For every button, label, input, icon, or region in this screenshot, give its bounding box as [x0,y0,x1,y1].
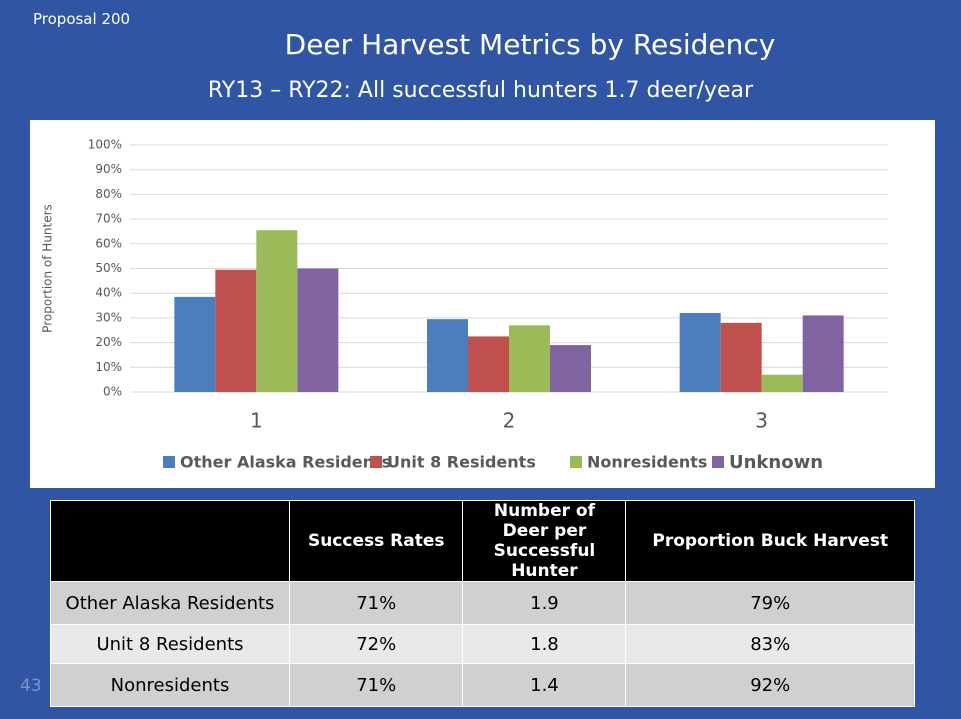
bar [215,269,257,392]
slide-subtitle: RY13 – RY22: All successful hunters 1.7 … [207,78,754,103]
y-tick-label: 100% [88,138,122,152]
y-tick-label: 40% [95,286,122,300]
legend-swatch [370,456,382,468]
page-number: 43 [20,676,42,696]
table-cell: 72% [288,624,464,664]
header-cell: Success Rates [288,500,464,582]
bar [468,336,509,392]
table-cell: Unit 8 Residents [50,624,290,664]
legend-label: Nonresidents [587,453,707,472]
bar [509,325,550,392]
x-tick-label: 3 [755,409,768,433]
table-cell: 71% [288,663,464,707]
bar [174,296,216,392]
table-cell: Other Alaska Residents [50,581,290,625]
y-tick-label: 10% [95,360,122,374]
y-tick-label: 90% [95,162,122,176]
proposal-label: Proposal 200 [33,10,131,28]
table-row: Nonresidents 71% 1.4 92% [50,663,915,707]
table-cell: 1.8 [462,624,627,664]
slide-title: Deer Harvest Metrics by Residency [284,28,776,61]
legend-swatch [712,456,724,468]
y-tick-label: 70% [95,212,122,226]
legend-label: Other Alaska Residents [180,453,391,472]
bar [256,230,298,392]
y-axis-label: Proportion of Hunters [41,204,55,333]
table-cell: 1.4 [462,663,627,707]
header-cell: Number of Deer per Successful Hunter [462,500,627,582]
legend-swatch [163,456,175,468]
header-cell [50,500,290,582]
y-tick-label: 50% [95,261,122,275]
table-cell: 1.9 [462,581,627,625]
table-row: Other Alaska Residents 71% 1.9 79% [50,581,915,625]
metrics-table: Success Rates Number of Deer per Successf… [50,500,915,707]
y-tick-label: 20% [95,335,122,349]
y-tick-label: 80% [95,187,122,201]
bar [427,319,468,392]
x-tick-label: 1 [250,409,263,433]
legend-swatch [570,456,582,468]
y-tick-label: 60% [95,236,122,250]
bar [297,268,339,392]
chart: 0% 10% 20% 30% 40% 50% 60% 70% 80% 90% 100% Proport… [30,120,935,488]
legend-label: Unit 8 Residents [387,453,536,472]
x-tick-label: 2 [503,409,516,433]
bar [550,345,591,392]
table-cell: 79% [625,581,915,625]
header-cell: Proportion Buck Harvest [625,500,915,582]
y-tick-label: 30% [95,310,122,324]
bar [679,312,721,392]
table-row: Unit 8 Residents 72% 1.8 83% [50,624,915,664]
table-cell: 83% [625,624,915,664]
table-cell: 71% [288,581,464,625]
table-cell: 92% [625,663,915,707]
bar [761,374,803,392]
bar [802,315,844,392]
bar [720,322,762,392]
table-cell: Nonresidents [50,663,290,707]
legend-label: Unknown [729,452,823,473]
y-tick-label: 0% [103,385,122,399]
